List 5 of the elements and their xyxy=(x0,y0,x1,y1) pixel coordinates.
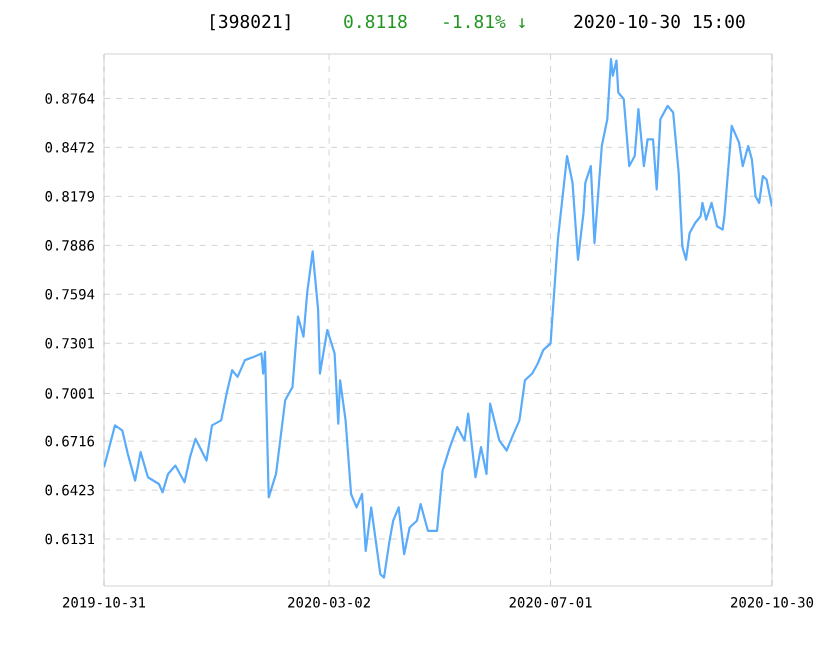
text: -1.81% ↓ xyxy=(444,14,525,29)
line-series xyxy=(104,57,773,579)
chart-title: [398021] xyxy=(211,14,290,31)
text: 0.8118 xyxy=(344,14,407,29)
text: 2020-10-30 15:00 xyxy=(574,14,745,29)
